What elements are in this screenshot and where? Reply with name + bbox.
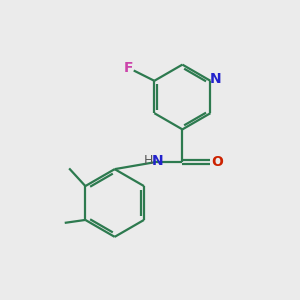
Text: H: H xyxy=(143,154,153,167)
Text: O: O xyxy=(211,155,223,169)
Text: F: F xyxy=(124,61,133,75)
Text: N: N xyxy=(152,154,163,168)
Text: N: N xyxy=(210,72,222,86)
